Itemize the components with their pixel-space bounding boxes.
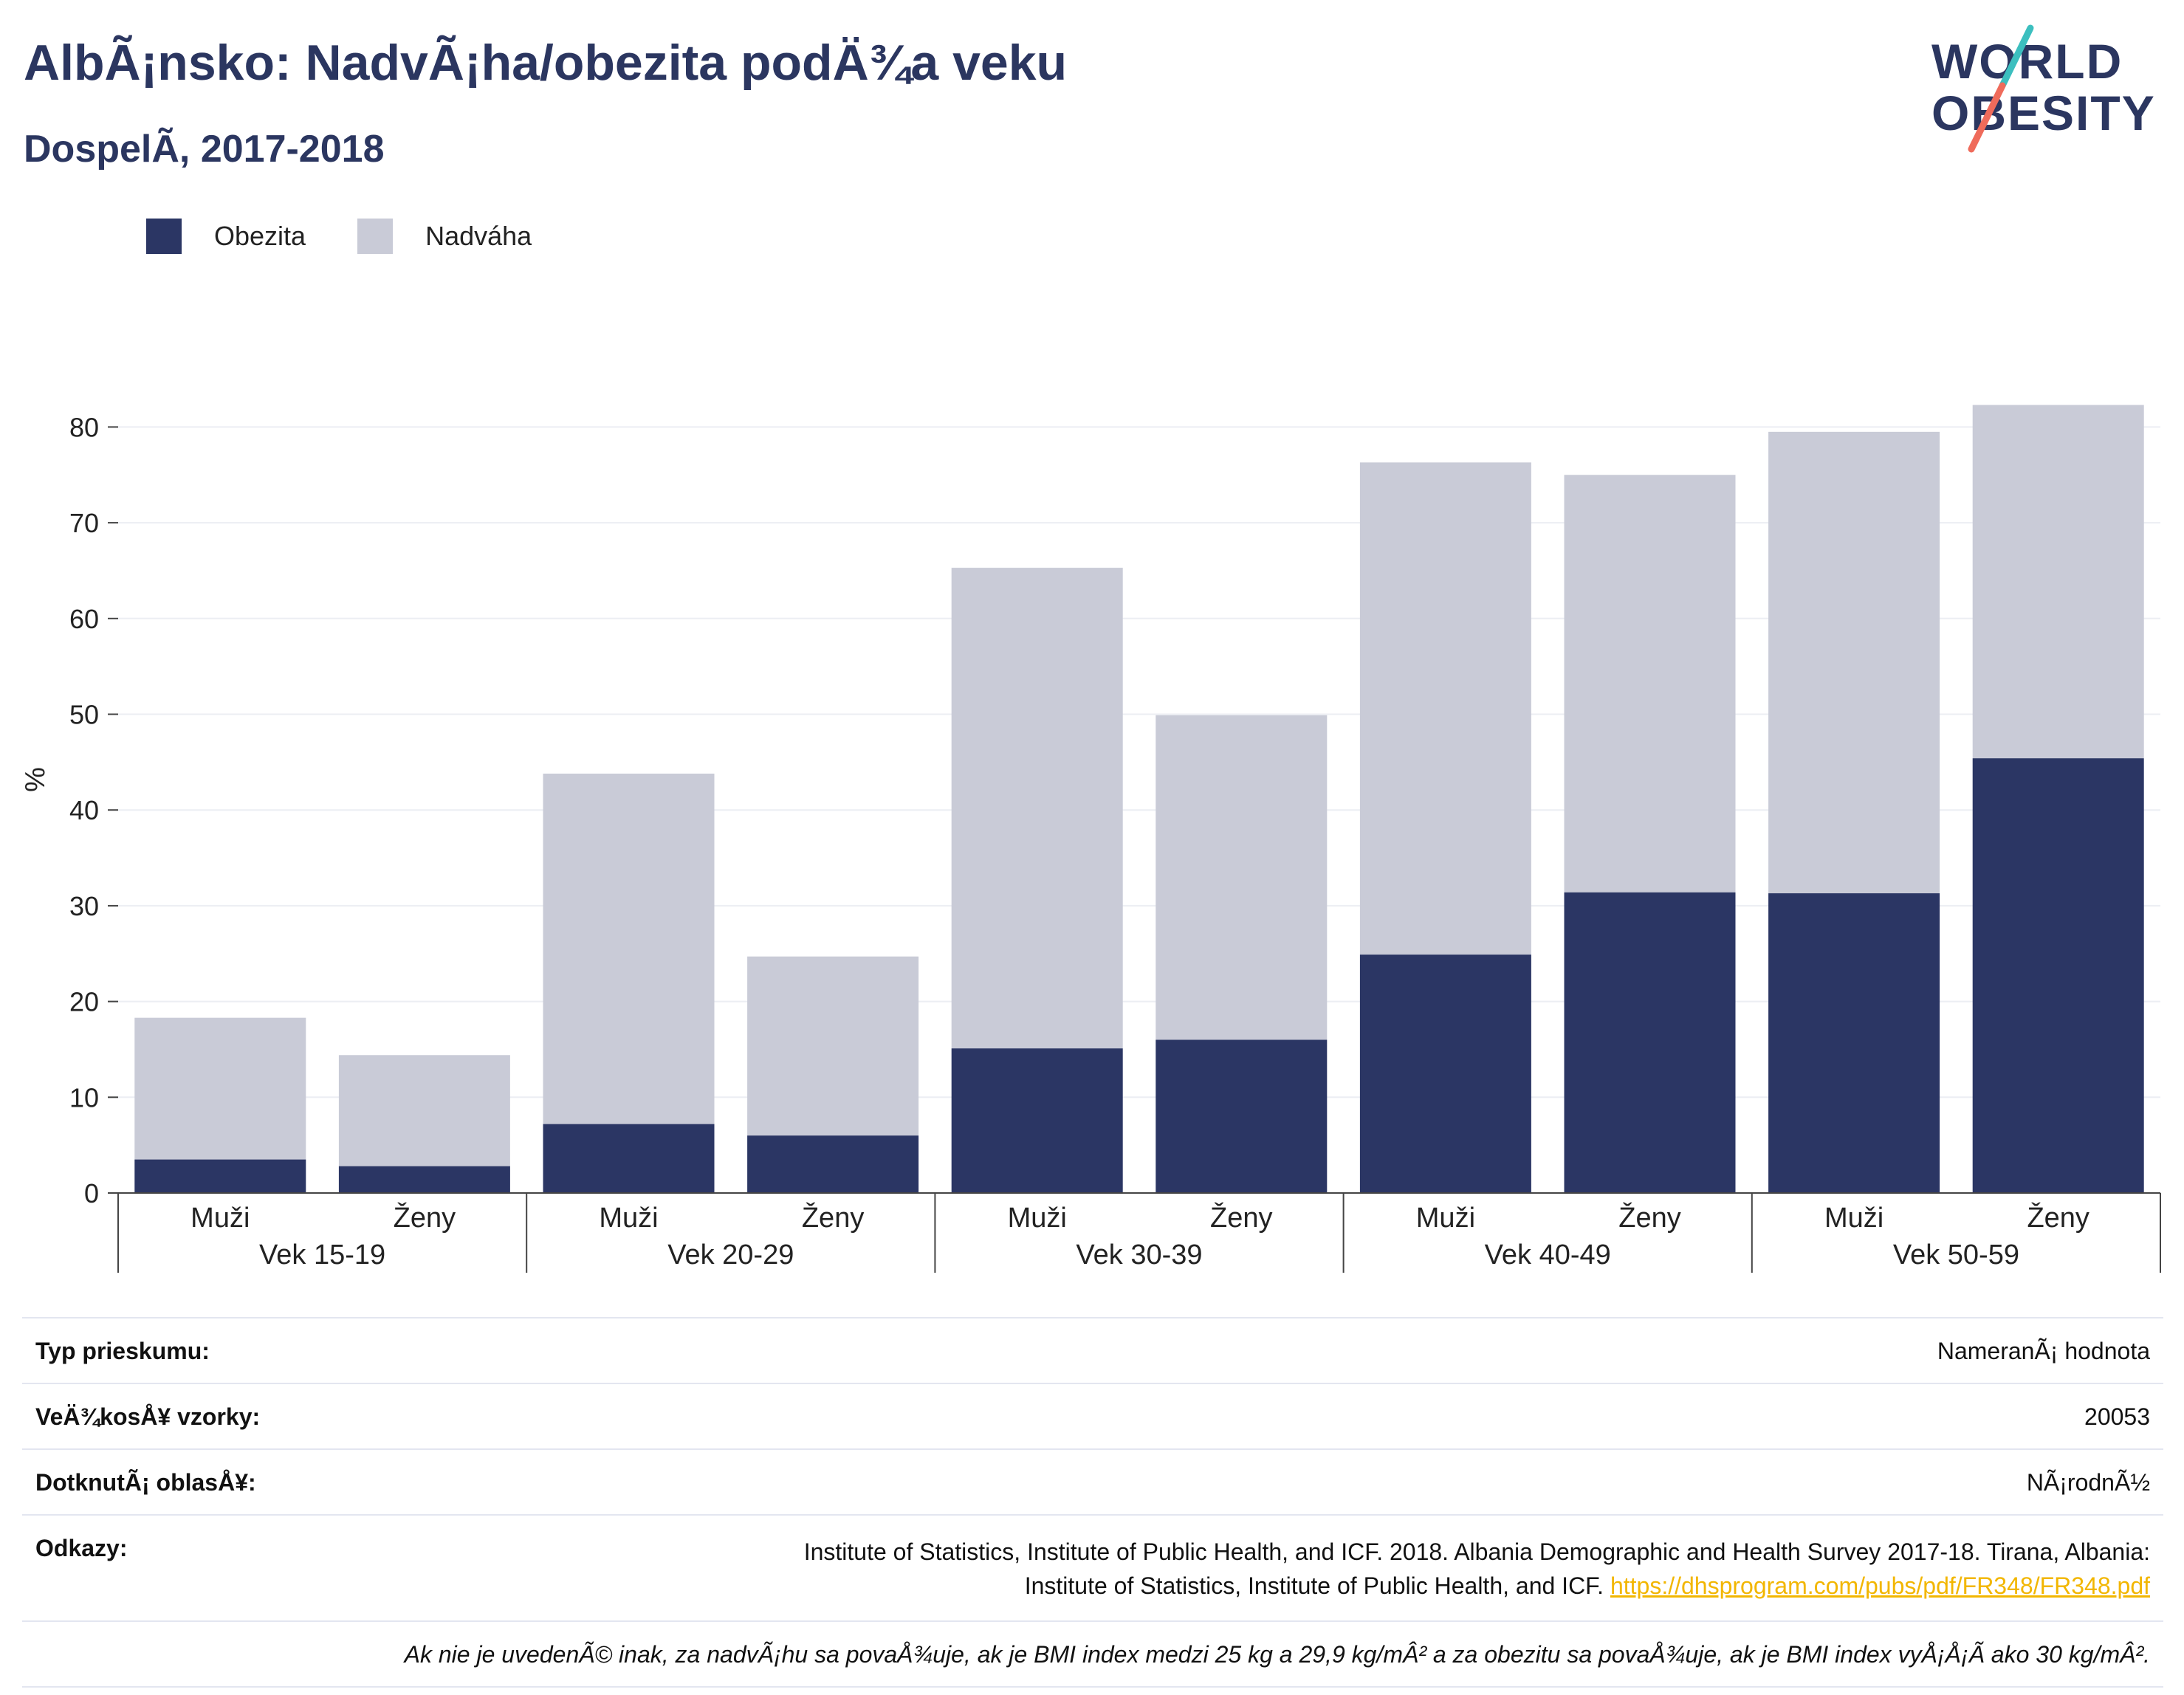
- bar-obezita: [1359, 955, 1531, 1193]
- info-row-area: DotknutÃ¡ oblasÅ¥: NÃ¡rodnÃ½: [22, 1448, 2163, 1514]
- info-row-references: Odkazy: Institute of Statistics, Institu…: [22, 1514, 2163, 1620]
- x-tick-label: Muži: [1824, 1203, 1883, 1234]
- info-row-sample-size: VeÄ¾kosÅ¥ vzorky: 20053: [22, 1383, 2163, 1448]
- bar-nadvaha: [338, 1055, 510, 1166]
- y-tick-label: 70: [69, 508, 99, 538]
- bar-obezita: [951, 1048, 1123, 1193]
- y-tick-label: 0: [84, 1178, 99, 1208]
- legend-item-nadvaha[interactable]: Nadváha: [357, 219, 532, 254]
- bar-nadvaha: [1359, 462, 1531, 955]
- info-row-survey-type: Typ prieskumu: NameranÃ¡ hodnota: [22, 1317, 2163, 1383]
- bar-nadvaha: [747, 956, 919, 1136]
- x-tick-label: Muži: [1416, 1203, 1475, 1234]
- bar-obezita: [338, 1166, 510, 1193]
- x-tick-label: Muži: [190, 1203, 250, 1234]
- info-bottom-rule: [22, 1686, 2163, 1688]
- area-label: DotknutÃ¡ oblasÅ¥:: [35, 1469, 256, 1496]
- bar-obezita: [1768, 893, 1940, 1193]
- bar-nadvaha: [1564, 475, 1736, 893]
- y-axis-label: %: [20, 767, 51, 792]
- stacked-bar-chart: 0 10 20 30 40 50 60 70 80% Muži Ženy Muži Ženy Muži Že…: [20, 405, 2161, 1273]
- bar-nadvaha: [1972, 405, 2144, 759]
- info-row-note: Ak nie je uvedenÃ© inak, za nadvÃ¡hu sa …: [22, 1620, 2163, 1686]
- x-tick-label: Ženy: [394, 1202, 456, 1234]
- bar-nadvaha: [1768, 431, 1940, 894]
- references-line-2: Institute of Statistics, Institute of Pu…: [1024, 1572, 1604, 1599]
- legend-label-obezita: Obezita: [214, 221, 306, 251]
- x-tick-label: Muži: [1008, 1203, 1067, 1234]
- x-tick-label: Muži: [599, 1203, 658, 1234]
- bar-obezita: [134, 1159, 306, 1193]
- x-group-label: Vek 50-59: [1893, 1240, 2019, 1271]
- bar-obezita: [1564, 892, 1736, 1193]
- bar-obezita: [747, 1135, 919, 1193]
- survey-type-value: NameranÃ¡ hodnota: [1937, 1338, 2150, 1364]
- bar-nadvaha: [543, 773, 715, 1124]
- x-tick-label: Ženy: [2027, 1202, 2089, 1234]
- info-table: Typ prieskumu: NameranÃ¡ hodnota VeÄ¾kos…: [22, 1317, 2163, 1688]
- bar-obezita: [1972, 758, 2144, 1193]
- area-value: NÃ¡rodnÃ½: [2026, 1469, 2150, 1496]
- bar-obezita: [1155, 1039, 1328, 1193]
- sample-size-label: VeÄ¾kosÅ¥ vzorky:: [35, 1403, 261, 1430]
- survey-type-label: Typ prieskumu:: [35, 1338, 210, 1364]
- legend-label-nadvaha: Nadváha: [425, 221, 532, 251]
- bar-nadvaha: [951, 568, 1123, 1049]
- x-group-label: Vek 15-19: [259, 1240, 385, 1271]
- logo-slash-coral: [1968, 82, 2006, 153]
- y-tick-label: 60: [69, 604, 99, 634]
- y-tick-label: 40: [69, 795, 99, 825]
- y-tick-label: 10: [69, 1082, 99, 1113]
- x-tick-label: Ženy: [802, 1202, 864, 1234]
- x-group-label: Vek 30-39: [1076, 1240, 1202, 1271]
- legend-swatch-obezita: [146, 219, 182, 254]
- x-group-label: Vek 40-49: [1485, 1240, 1611, 1271]
- legend-item-obezita[interactable]: Obezita: [146, 219, 306, 254]
- logo-slash-teal: [1999, 24, 2034, 89]
- x-group-label: Vek 20-29: [667, 1240, 794, 1271]
- bar-nadvaha: [1155, 715, 1328, 1040]
- references-line-2-wrap: Institute of Statistics, Institute of Pu…: [804, 1569, 2150, 1603]
- bar-obezita: [543, 1124, 715, 1193]
- world-obesity-logo: WORLD OBESITY: [1931, 24, 2156, 153]
- chart-subtitle: DospelÃ­, 2017-2018: [24, 128, 385, 171]
- references-line-1: Institute of Statistics, Institute of Pu…: [803, 1538, 2150, 1565]
- references-value: Institute of Statistics, Institute of Pu…: [804, 1535, 2163, 1603]
- y-tick-label: 80: [69, 412, 99, 442]
- sample-size-value: 20053: [2084, 1403, 2150, 1430]
- y-tick-label: 50: [69, 700, 99, 730]
- logo-text-obesity: OBESITY: [1931, 86, 2156, 140]
- x-tick-label: Ženy: [1210, 1202, 1272, 1234]
- chart-legend: Obezita Nadváha: [146, 219, 583, 254]
- x-tick-label: Ženy: [1618, 1202, 1680, 1234]
- references-link[interactable]: https://dhsprogram.com/pubs/pdf/FR348/FR…: [1610, 1572, 2150, 1599]
- references-label: Odkazy:: [35, 1535, 128, 1561]
- chart-title: AlbÃ¡nsko: NadvÃ¡ha/obezita podÄ¾a veku: [24, 35, 1068, 91]
- legend-swatch-nadvaha: [357, 219, 394, 254]
- bar-nadvaha: [134, 1017, 306, 1160]
- y-tick-label: 30: [69, 891, 99, 921]
- y-tick-label: 20: [69, 987, 99, 1017]
- bmi-note: Ak nie je uvedenÃ© inak, za nadvÃ¡hu sa …: [404, 1641, 2150, 1668]
